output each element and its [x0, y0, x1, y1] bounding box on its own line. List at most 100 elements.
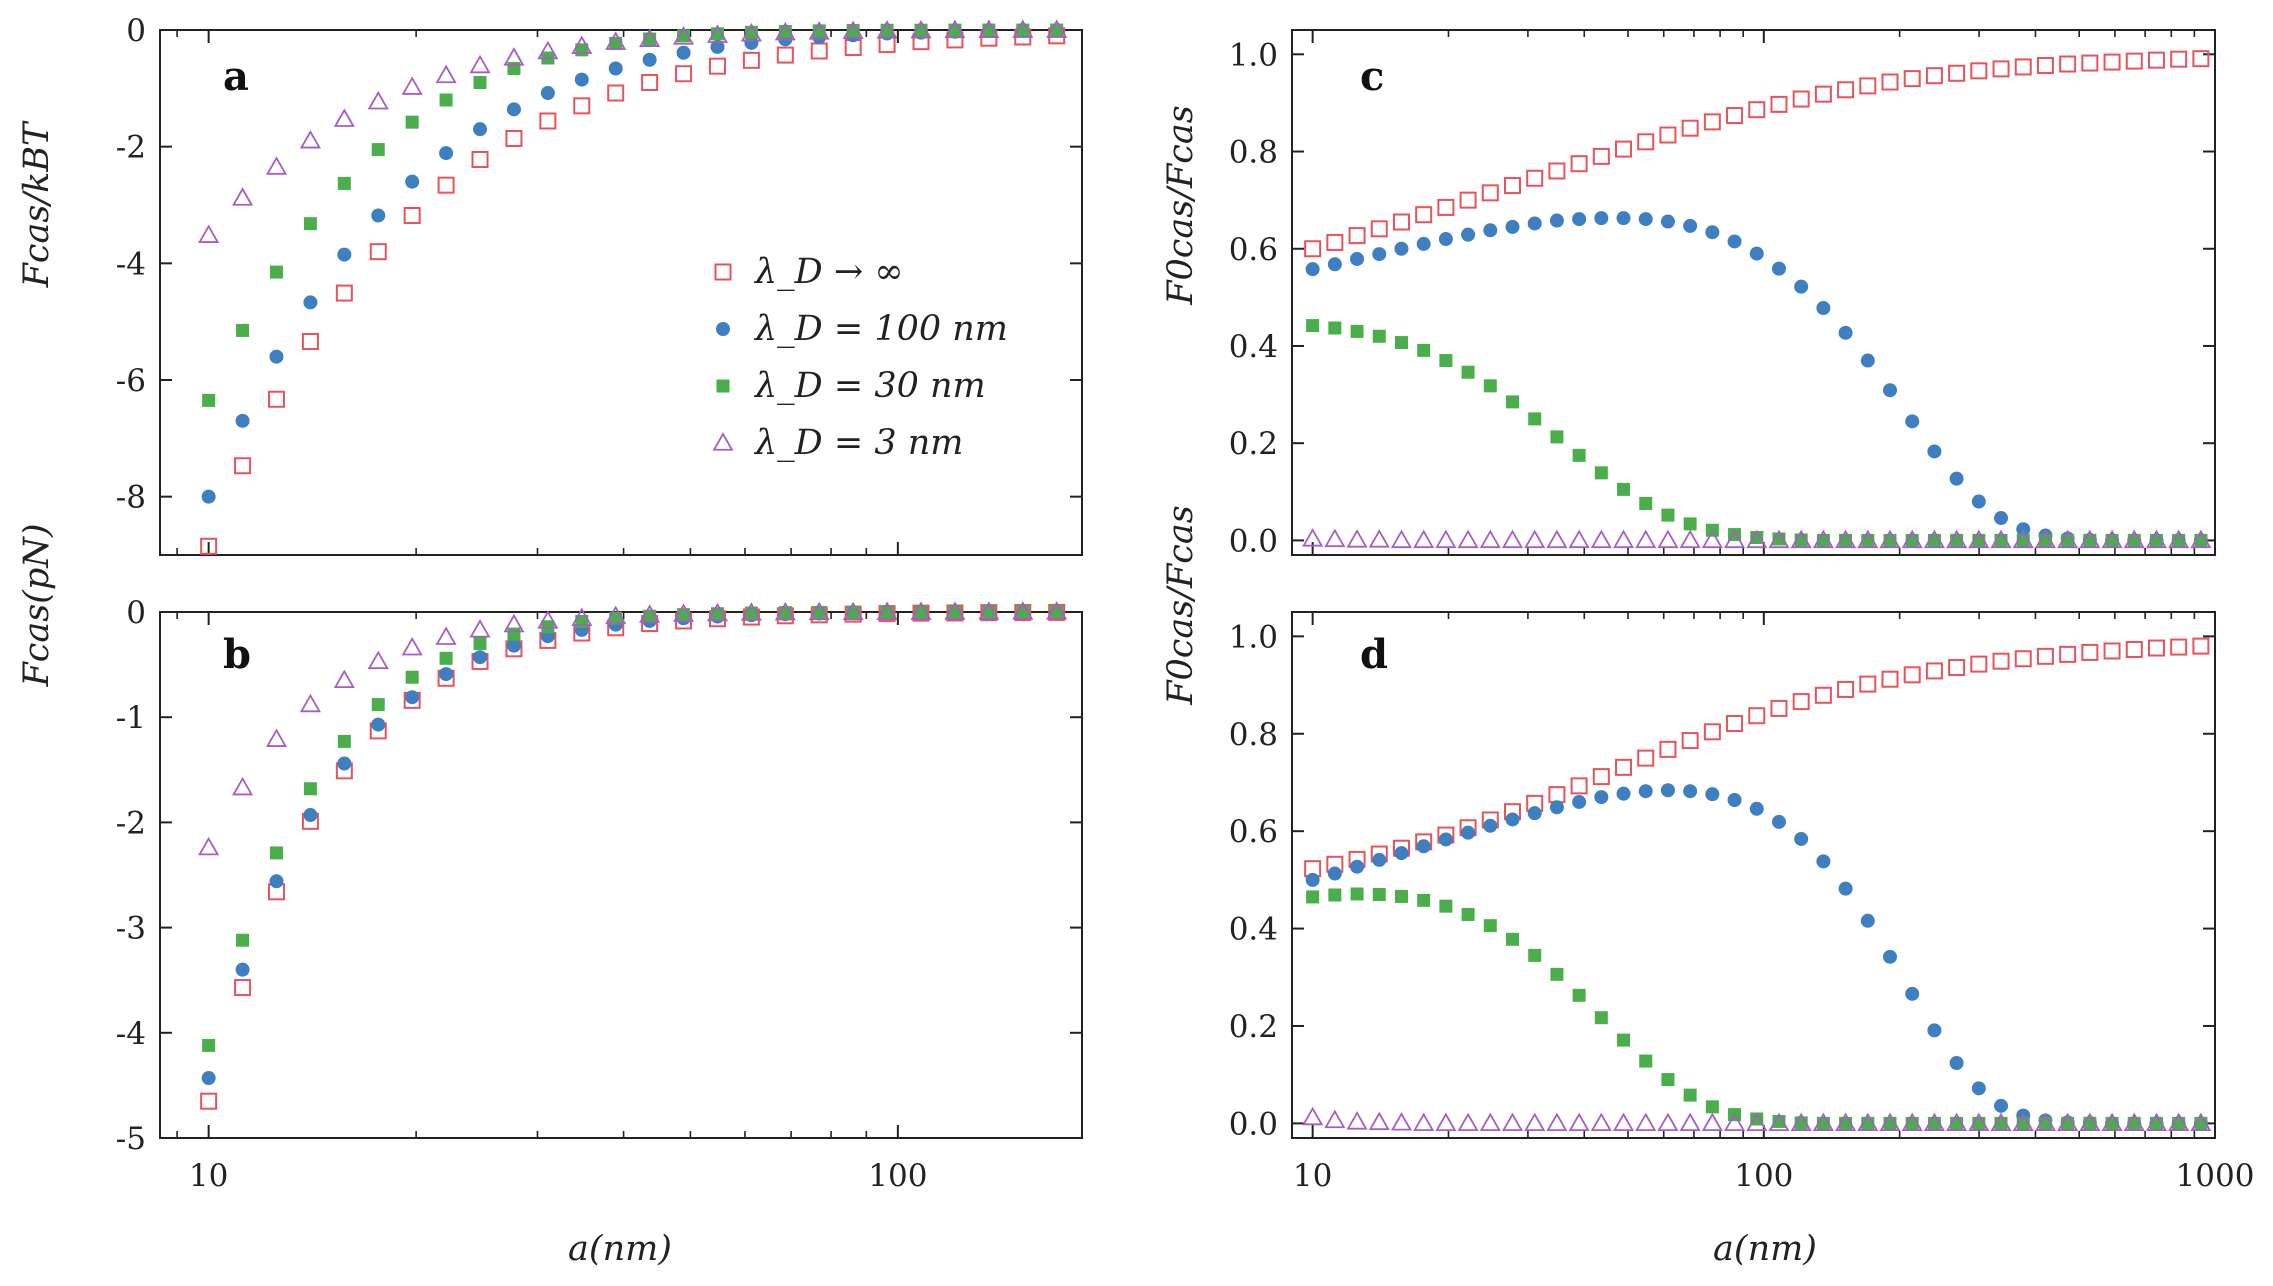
data-point	[232, 187, 254, 206]
data-point	[202, 1038, 216, 1052]
data-point	[1703, 113, 1721, 131]
data-point	[2036, 56, 2054, 74]
data-point	[1923, 529, 1945, 549]
data-point	[1992, 652, 2010, 670]
data-point	[1994, 511, 2009, 526]
data-point	[301, 333, 319, 350]
data-point	[435, 64, 457, 84]
series-nm3	[1302, 1106, 2212, 1132]
data-point	[742, 51, 760, 69]
data-point	[1439, 354, 1453, 368]
data-point	[2192, 637, 2210, 655]
data-point	[774, 21, 796, 41]
data-point	[1726, 715, 1744, 733]
data-point	[1461, 365, 1475, 379]
data-point	[642, 52, 657, 67]
data-point	[505, 130, 523, 147]
series-nm100	[201, 605, 1064, 1086]
data-point	[1683, 218, 1698, 233]
data-point	[1435, 1112, 1457, 1132]
data-point	[1348, 227, 1366, 245]
data-point	[605, 605, 627, 625]
data-point	[1814, 85, 1832, 103]
data-point	[1324, 528, 1346, 548]
data-point	[1612, 529, 1635, 549]
data-point	[1901, 529, 1923, 549]
data-point	[1437, 198, 1455, 216]
data-point	[1572, 988, 1586, 1002]
data-point	[1350, 887, 1364, 901]
data-point	[435, 626, 457, 645]
legend-marker	[716, 379, 730, 393]
data-point	[1590, 1112, 1612, 1132]
panel-b: 0 -1 -2 -3 -4 -5 10 100	[116, 595, 1083, 1194]
data-point	[1328, 321, 1342, 335]
data-point	[1859, 675, 1877, 693]
ytick-label: -5	[116, 1121, 146, 1157]
data-point	[2145, 529, 2168, 549]
data-point	[1790, 1112, 1812, 1132]
ylabel-c: F0cas/Fcas	[1161, 105, 1201, 306]
data-point	[303, 782, 317, 796]
panel-letter-a: a	[223, 53, 249, 100]
ytick-label: 1.0	[1229, 37, 1278, 73]
panel-c: 0.0 0.2 0.4 0.6 0.8 1.0	[1229, 29, 2216, 559]
data-point	[1461, 907, 1475, 921]
data-point	[1592, 768, 1610, 786]
data-point	[1524, 529, 1546, 549]
ytick-label: 0.2	[1229, 426, 1278, 462]
data-point	[1859, 77, 1877, 95]
legend-marker-infinite	[714, 263, 732, 281]
ytick-label: -8	[116, 480, 146, 516]
ytick-label: -4	[116, 1016, 146, 1052]
data-point	[439, 93, 453, 107]
plot-frame-b	[159, 611, 1083, 1139]
data-point	[2170, 638, 2188, 656]
data-point	[1390, 1112, 1413, 1131]
data-point	[1927, 444, 1942, 459]
data-point	[1416, 839, 1431, 854]
data-point	[641, 74, 659, 91]
data-point	[265, 156, 288, 175]
data-point	[471, 151, 489, 168]
data-point	[978, 601, 1000, 620]
data-point	[1727, 234, 1742, 249]
data-point	[299, 693, 321, 713]
legend-marker-3nm	[712, 432, 734, 451]
data-point	[810, 42, 828, 60]
data-point	[1505, 395, 1519, 409]
data-point	[1346, 529, 1368, 548]
data-point	[202, 393, 216, 407]
data-point	[2036, 647, 2054, 665]
legend: λ_D → ∞ λ_D = 100 nm λ_D = 30 nm λ_D = 3…	[712, 252, 1008, 463]
data-point	[1350, 324, 1364, 338]
data-point	[1594, 790, 1609, 805]
data-point	[1046, 19, 1068, 38]
data-point	[401, 76, 423, 95]
data-point	[439, 146, 454, 161]
data-point	[236, 323, 250, 337]
data-point	[1438, 232, 1453, 247]
data-point	[1639, 496, 1653, 510]
data-point	[2059, 55, 2077, 73]
data-point	[371, 143, 385, 157]
data-point	[201, 489, 216, 504]
data-point	[201, 1071, 216, 1086]
data-point	[1660, 783, 1675, 798]
data-point	[1592, 147, 1610, 165]
data-point	[2079, 1112, 2101, 1132]
data-point	[469, 619, 491, 638]
series-infinite	[1304, 50, 2210, 258]
data-point	[1327, 257, 1342, 272]
data-point	[1794, 279, 1809, 294]
data-point	[1415, 206, 1433, 224]
data-point	[2147, 639, 2165, 657]
data-point	[708, 57, 726, 75]
series-nm3	[1302, 528, 2212, 549]
data-point	[234, 457, 252, 475]
data-point	[1746, 1112, 1768, 1132]
data-point	[876, 601, 898, 620]
data-point	[842, 20, 864, 40]
ytick-label: 0.8	[1229, 717, 1278, 753]
data-point	[1883, 949, 1898, 964]
